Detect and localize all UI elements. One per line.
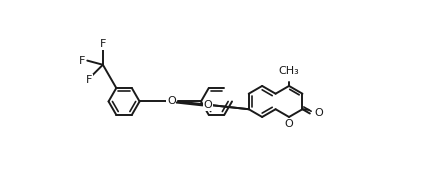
Text: F: F bbox=[86, 75, 92, 85]
Text: F: F bbox=[79, 56, 85, 66]
Text: F: F bbox=[99, 39, 106, 49]
Text: O: O bbox=[313, 108, 322, 118]
Text: CH₃: CH₃ bbox=[278, 66, 299, 76]
Text: O: O bbox=[166, 96, 175, 106]
Text: O: O bbox=[203, 100, 212, 110]
Text: O: O bbox=[284, 119, 293, 129]
